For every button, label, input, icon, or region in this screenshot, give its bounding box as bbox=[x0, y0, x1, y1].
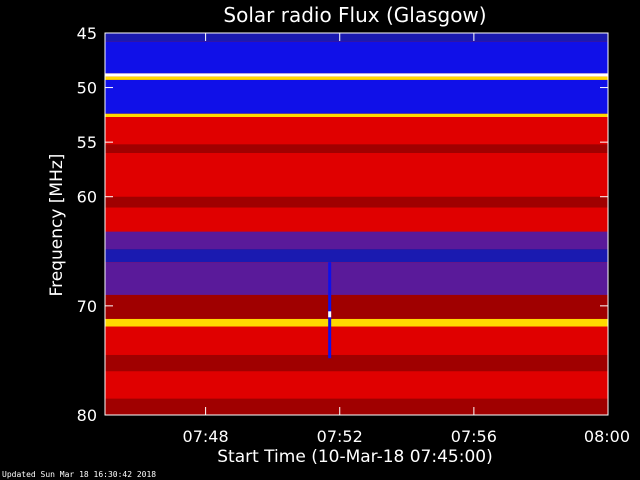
frequency-band-0 bbox=[105, 33, 608, 42]
x-tick-label-0: 07:48 bbox=[183, 427, 229, 446]
frequency-band-18 bbox=[105, 371, 608, 399]
y-tick-label-0: 45 bbox=[77, 24, 97, 43]
x-axis-label: Start Time (10-Mar-18 07:45:00) bbox=[217, 447, 492, 467]
burst-streak bbox=[328, 262, 332, 359]
y-axis-label: Frequency [MHz] bbox=[47, 154, 67, 297]
plot-frame bbox=[104, 32, 609, 416]
frequency-band-2 bbox=[105, 73, 608, 77]
frequency-band-11 bbox=[105, 231, 608, 250]
frequency-band-12 bbox=[105, 249, 608, 263]
x-tick-label-1: 07:52 bbox=[317, 427, 363, 446]
y-tick-label-4: 70 bbox=[77, 297, 97, 316]
x-tick-label-2: 07:56 bbox=[451, 427, 497, 446]
y-axis: 45 50 55 60 70 80 bbox=[77, 24, 608, 425]
frequency-band-7 bbox=[105, 144, 608, 154]
frequency-band-10 bbox=[105, 207, 608, 232]
frequency-band-13 bbox=[105, 262, 608, 295]
x-axis: 07:48 07:52 07:56 08:00 bbox=[183, 33, 630, 446]
frequency-band-4 bbox=[105, 79, 608, 114]
frequency-band-5 bbox=[105, 113, 608, 118]
frequency-band-16 bbox=[105, 326, 608, 355]
frequency-band-15 bbox=[105, 318, 608, 327]
frequency-band-17 bbox=[105, 354, 608, 372]
frequency-band-1 bbox=[105, 41, 608, 74]
updated-timestamp: Updated Sun Mar 18 16:30:42 2018 bbox=[2, 470, 157, 479]
y-tick-label-5: 80 bbox=[77, 406, 97, 425]
y-tick-label-3: 60 bbox=[77, 188, 97, 207]
frequency-band-19 bbox=[105, 398, 608, 415]
y-tick-label-1: 50 bbox=[77, 79, 97, 98]
y-tick-label-2: 55 bbox=[77, 133, 97, 152]
frequency-band-8 bbox=[105, 153, 608, 197]
frequency-band-9 bbox=[105, 196, 608, 208]
frequency-band-14 bbox=[105, 294, 608, 319]
burst-peak bbox=[328, 311, 332, 318]
x-tick-label-3: 08:00 bbox=[584, 427, 630, 446]
frequency-band-3 bbox=[105, 76, 608, 80]
chart-title: Solar radio Flux (Glasgow) bbox=[223, 3, 486, 27]
plot-area bbox=[105, 33, 608, 415]
frequency-band-6 bbox=[105, 117, 608, 145]
